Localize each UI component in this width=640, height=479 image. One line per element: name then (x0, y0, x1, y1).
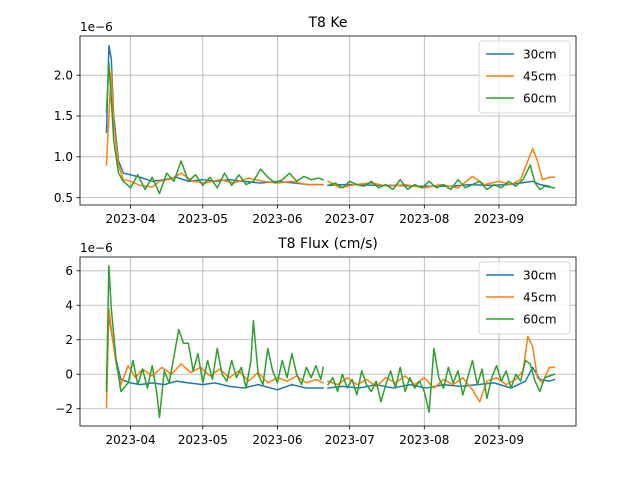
flux-legend-label-45cm: 45cm (523, 290, 557, 304)
flux-legend: 30cm 45cm 60cm (478, 261, 571, 335)
ke-series-60cm-line-1 (105, 62, 325, 195)
ke-x-tick-label-3: 2023-07 (325, 212, 375, 226)
flux-series-group (105, 264, 556, 419)
flux-y-tick-label-0: −2 (55, 402, 73, 416)
flux-x-tick-label-2: 2023-06 (252, 433, 302, 447)
ke-y-tick-label-3: 2.0 (54, 68, 73, 82)
ke-legend-label-45cm: 45cm (523, 69, 557, 83)
flux-y-ticks: −2 0 2 4 6 (55, 264, 80, 416)
flux-y-tick-label-2: 2 (65, 333, 73, 347)
flux-legend-label-60cm: 60cm (523, 312, 557, 326)
flux-x-tick-label-0: 2023-04 (105, 433, 155, 447)
ke-y-ticks: 0.5 1.0 1.5 2.0 (54, 68, 80, 205)
flux-legend-label-30cm: 30cm (523, 268, 557, 282)
ke-x-tick-label-2: 2023-06 (252, 212, 302, 226)
ke-x-tick-label-0: 2023-04 (105, 212, 155, 226)
ke-series-group (105, 45, 556, 195)
flux-series-60cm-line-2 (326, 347, 556, 413)
ke-y-tick-label-0: 0.5 (54, 191, 73, 205)
ke-legend-box (478, 40, 571, 114)
flux-x-ticks: 2023-04 2023-05 2023-06 2023-07 2023-08 2023-… (105, 426, 524, 447)
ke-legend-label-30cm: 30cm (523, 47, 557, 61)
ke-panel: 2023-04 2023-05 2023-06 2023-07 2023-08 2023-… (54, 15, 577, 226)
flux-title: T8 Flux (cm/s) (277, 236, 378, 252)
flux-panel: 2023-04 2023-05 2023-06 2023-07 2023-08 2023-… (55, 236, 577, 447)
ke-series-60cm-line-2 (327, 164, 556, 191)
flux-x-tick-label-1: 2023-05 (178, 433, 228, 447)
ke-x-tick-label-4: 2023-08 (399, 212, 449, 226)
ke-legend: 30cm 45cm 60cm (478, 40, 571, 114)
flux-y-tick-label-1: 0 (65, 367, 73, 381)
flux-axes-frame (79, 256, 577, 427)
flux-y-tick-label-3: 4 (65, 298, 73, 312)
ke-x-ticks: 2023-04 2023-05 2023-06 2023-07 2023-08 2023-… (105, 205, 524, 226)
flux-series-45cm-line-2 (327, 335, 556, 403)
flux-x-tick-label-5: 2023-09 (474, 433, 524, 447)
ke-axes-frame (79, 35, 577, 206)
ke-title: T8 Ke (307, 15, 347, 31)
ke-legend-label-60cm: 60cm (523, 91, 557, 105)
flux-offset-text: 1e−6 (80, 241, 113, 255)
ke-y-tick-label-2: 1.5 (54, 109, 73, 123)
ke-x-tick-label-1: 2023-05 (178, 212, 228, 226)
flux-x-tick-label-3: 2023-07 (325, 433, 375, 447)
ke-y-tick-label-1: 1.0 (54, 150, 73, 164)
flux-legend-box (478, 261, 571, 335)
ke-offset-text: 1e−6 (80, 20, 113, 34)
flux-x-tick-label-4: 2023-08 (399, 433, 449, 447)
ke-x-tick-label-5: 2023-09 (474, 212, 524, 226)
flux-y-tick-label-4: 6 (65, 264, 73, 278)
flux-series-60cm-line-1 (105, 264, 325, 419)
